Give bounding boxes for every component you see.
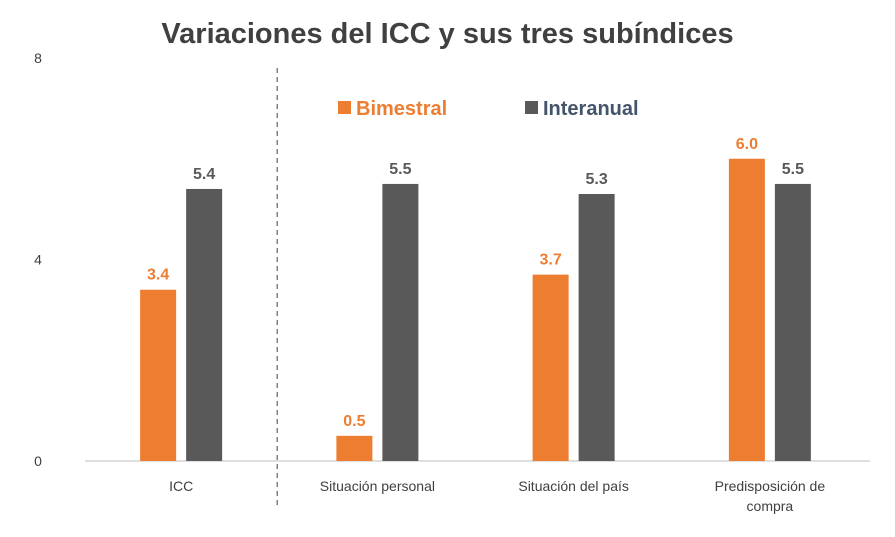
data-label-interanual: 5.3 (586, 171, 608, 188)
x-tick-label: Situación personal (320, 478, 435, 494)
legend-swatch-interanual (525, 101, 538, 114)
bar-interanual (578, 194, 615, 461)
x-tick-label: Situación del país (518, 478, 629, 494)
bar-bimestral (336, 435, 373, 461)
bar-bimestral (532, 274, 569, 461)
bar-interanual (186, 188, 223, 461)
data-label-bimestral: 6.0 (736, 136, 758, 153)
y-tick-label: 4 (34, 252, 42, 268)
legend-label-interanual: Interanual (543, 98, 639, 120)
y-tick-label: 8 (34, 50, 42, 66)
data-label-interanual: 5.5 (782, 161, 804, 178)
data-label-interanual: 5.5 (389, 161, 411, 178)
bar-bimestral (728, 158, 765, 461)
y-tick-label: 0 (34, 453, 42, 469)
legend-label-bimestral: Bimestral (356, 98, 447, 120)
data-label-bimestral: 3.7 (540, 252, 562, 269)
bar-interanual (774, 183, 811, 461)
data-label-bimestral: 0.5 (343, 413, 365, 430)
data-label-bimestral: 3.4 (147, 267, 169, 284)
legend-swatch-bimestral (338, 101, 351, 114)
x-tick-label: compra (747, 498, 794, 514)
bar-bimestral (140, 289, 177, 461)
chart-title: Variaciones del ICC y sus tres subíndice… (161, 18, 734, 50)
x-tick-label: ICC (169, 478, 193, 494)
data-label-interanual: 5.4 (193, 166, 215, 183)
bar-interanual (382, 183, 419, 461)
x-tick-label: Predisposición de (715, 478, 826, 494)
